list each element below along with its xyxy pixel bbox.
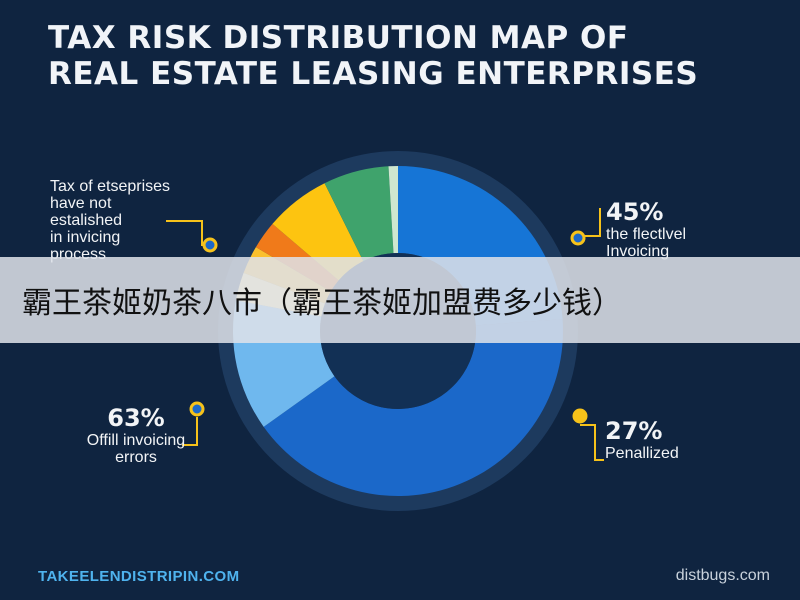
chart-title: TAX RISK DISTRIBUTION MAP OF REAL ESTATE… — [48, 20, 768, 92]
leader-line-top-left — [166, 220, 203, 246]
chart-title-line-2: REAL ESTATE LEASING ENTERPRISES — [48, 56, 699, 92]
chart-title-line-1: TAX RISK DISTRIBUTION MAP OF — [48, 20, 629, 56]
callout-top-left: Tax of etseprises have not estalished in… — [50, 178, 220, 263]
donut-slice-2 — [263, 319, 563, 496]
donut-slice-9 — [388, 166, 398, 254]
leader-dot-top-right — [570, 230, 586, 246]
callout-bottom-left-desc-2: errors — [115, 449, 157, 466]
callout-bottom-left-desc-1: Offill invoicing — [86, 432, 186, 449]
callout-bottom-right: 27% Penallized — [605, 417, 765, 462]
footer-right-text: distbugs.com — [675, 567, 770, 584]
callout-top-right-desc-2: Invoicing — [606, 243, 670, 260]
callout-bottom-left: 63% Offill invoicing errors — [56, 404, 216, 466]
leader-line-top-right — [585, 208, 601, 237]
donut-slice-7 — [272, 183, 364, 281]
footer-left-link[interactable]: TAKEELENDISTRIPIN.COM — [38, 568, 240, 585]
callout-top-right: 45% the flectlvel Invoicing — [606, 198, 786, 260]
leader-line-bottom-left — [182, 417, 198, 446]
watermark-banner: 霸王茶姬奶茶八市（霸王茶姬加盟费多少钱） — [0, 257, 800, 343]
callout-top-right-desc-1: the flectlvel — [606, 226, 687, 243]
callout-top-left-desc-1: Tax of etseprises — [50, 178, 171, 195]
leader-line-bottom-right — [580, 424, 604, 461]
watermark-banner-text: 霸王茶姬奶茶八市（霸王茶姬加盟费多少钱） — [22, 286, 622, 321]
leader-dot-bottom-right — [572, 408, 588, 424]
donut-slice-8 — [324, 166, 394, 262]
callout-top-right-pct: 45% — [606, 198, 664, 226]
callout-top-left-desc-4: in invicing — [50, 229, 121, 246]
callout-bottom-right-desc-1: Penallized — [605, 445, 679, 462]
leader-dot-bottom-left — [189, 401, 205, 417]
callout-bottom-left-pct: 63% — [107, 404, 165, 432]
callout-top-left-desc-3: estalished — [50, 212, 123, 229]
callout-bottom-right-pct: 27% — [605, 417, 663, 445]
callout-top-left-desc-2: have not — [50, 195, 112, 212]
leader-dot-top-left — [202, 237, 218, 253]
